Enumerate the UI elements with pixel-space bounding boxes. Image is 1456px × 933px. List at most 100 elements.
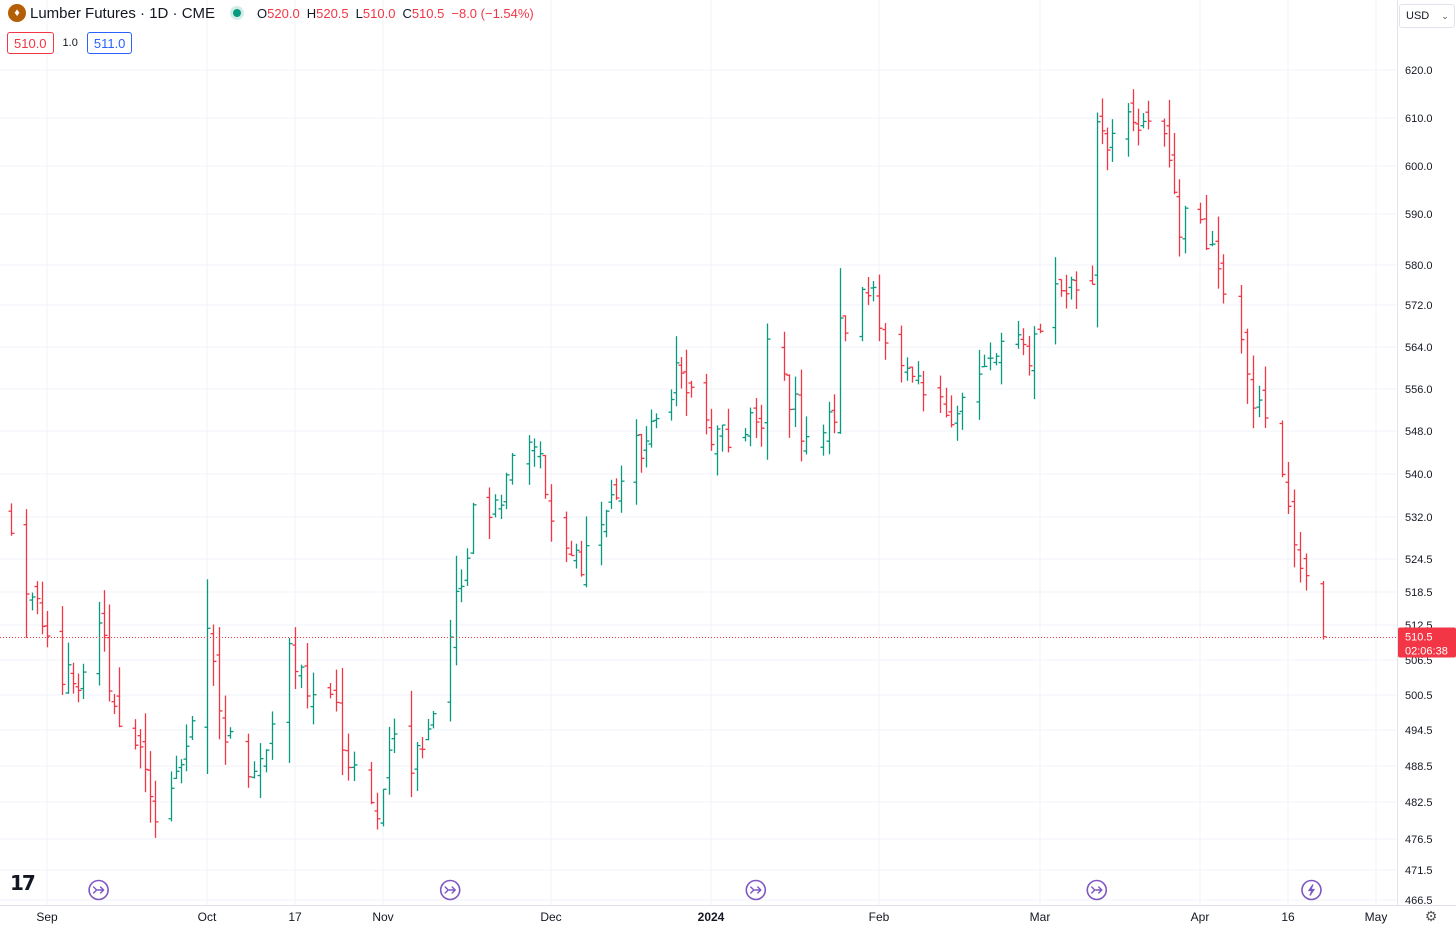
ohlc-bar bbox=[386, 726, 393, 795]
ohlc-bar bbox=[1182, 205, 1189, 254]
ohlc-bar bbox=[1145, 100, 1152, 130]
market-status-icon[interactable] bbox=[233, 9, 242, 17]
ohlc-bar bbox=[345, 733, 352, 781]
ohlc-bar bbox=[1020, 328, 1027, 356]
price-tick-label: 548.0 bbox=[1405, 426, 1433, 438]
ohlc-bar bbox=[563, 511, 570, 563]
ohlc-bar bbox=[583, 516, 590, 588]
time-tick-label: Oct bbox=[198, 910, 217, 924]
ohlc-bar bbox=[333, 669, 340, 712]
ohlc-bar bbox=[132, 719, 139, 750]
sell-button[interactable]: 510.0 bbox=[7, 32, 54, 54]
ohlc-bar bbox=[998, 332, 1005, 385]
ohlc-bar bbox=[1015, 320, 1022, 349]
price-tick-label: 564.0 bbox=[1405, 342, 1433, 354]
dividend-event-icon[interactable] bbox=[745, 879, 767, 901]
lightning-glyph bbox=[1307, 884, 1316, 896]
ohlc-bar bbox=[414, 741, 421, 791]
ohlc-bar bbox=[464, 548, 471, 586]
price-tick-label: 556.0 bbox=[1405, 384, 1433, 396]
symbol-legend[interactable]: ♦ Lumber Futures · 1D · CME O520.0 H520.… bbox=[8, 4, 534, 22]
ohlc-bar bbox=[531, 438, 538, 467]
ohlc-bar bbox=[904, 357, 911, 381]
lightning-event-icon[interactable] bbox=[1301, 879, 1322, 901]
ohlc-bar bbox=[798, 369, 805, 462]
ohlc-bar bbox=[870, 281, 877, 302]
time-tick-label: 17 bbox=[288, 910, 302, 924]
open-value: 520.0 bbox=[267, 5, 300, 21]
ohlc-bar bbox=[498, 494, 505, 519]
ohlc-bar bbox=[648, 409, 655, 448]
ohlc-bar bbox=[142, 713, 149, 793]
ohlc-bar bbox=[1203, 195, 1210, 251]
ohlc-bar bbox=[826, 401, 833, 455]
time-tick-label: May bbox=[1365, 910, 1388, 924]
ohlc-bar bbox=[368, 761, 375, 805]
dividend-event-icon[interactable] bbox=[1086, 879, 1108, 901]
ohlc-bar bbox=[1209, 230, 1216, 247]
time-tick-label: Mar bbox=[1030, 910, 1051, 924]
ohlc-bar bbox=[96, 601, 103, 686]
ohlc-bar bbox=[758, 404, 765, 447]
last-price-value: 510.5 bbox=[1405, 632, 1433, 644]
ohlc-bar bbox=[742, 428, 749, 442]
ohlc-bar bbox=[714, 425, 721, 476]
dividend-event-icon[interactable] bbox=[88, 879, 109, 901]
time-tick-label: Feb bbox=[869, 910, 890, 924]
ohlc-bar bbox=[747, 407, 754, 447]
ohlc-bar bbox=[1109, 119, 1116, 162]
ohlc-bar bbox=[1285, 461, 1292, 514]
gear-icon[interactable]: ⚙ bbox=[1424, 907, 1438, 924]
ohlc-bar bbox=[1063, 274, 1070, 309]
chart-title: Lumber Futures · 1D · CME bbox=[30, 4, 216, 22]
ohlc-bar bbox=[1303, 553, 1310, 591]
ohlc-bar bbox=[781, 331, 788, 381]
ohlc-values: O520.0 H520.5 L510.0 C510.5 −8.0 (−1.54%… bbox=[257, 6, 534, 21]
ohlc-bar bbox=[920, 370, 927, 412]
ohlc-bar bbox=[803, 416, 810, 455]
ohlc-bar bbox=[1238, 285, 1245, 354]
ohlc-bar bbox=[719, 424, 726, 452]
ohlc-bar bbox=[618, 465, 625, 513]
ohlc-bar bbox=[948, 395, 955, 428]
ohlc-bar bbox=[458, 569, 465, 603]
ohlc-bar bbox=[447, 619, 454, 722]
ohlc-bar bbox=[1068, 276, 1075, 300]
ohlc-bar bbox=[882, 323, 889, 360]
ohlc-bar bbox=[486, 487, 493, 540]
ohlc-bar bbox=[327, 682, 334, 699]
ohlc-bar bbox=[578, 540, 585, 577]
arrows-glyph bbox=[92, 886, 105, 894]
buy-button[interactable]: 511.0 bbox=[86, 32, 133, 54]
ohlc-bar bbox=[976, 349, 983, 420]
ohlc-bar bbox=[1279, 420, 1286, 478]
ohlc-bar bbox=[374, 792, 381, 830]
ohlc-bar bbox=[703, 373, 710, 435]
ohlc-bar bbox=[116, 667, 123, 728]
ohlc-bar bbox=[44, 611, 51, 648]
ohlc-bar bbox=[987, 342, 994, 371]
ohlc-bar bbox=[430, 711, 437, 729]
ohlc-bar bbox=[269, 711, 276, 760]
ohlc-bar bbox=[633, 419, 640, 505]
ohlc-bar bbox=[29, 592, 36, 611]
ohlc-bar bbox=[1058, 278, 1065, 297]
currency-selector[interactable]: USD ⌄ bbox=[1399, 4, 1455, 28]
ohlc-bar bbox=[673, 336, 680, 407]
price-tick-label: 524.5 bbox=[1405, 554, 1433, 566]
ohlc-bar bbox=[678, 357, 685, 389]
ohlc-bar bbox=[147, 751, 154, 823]
arrows-glyph bbox=[750, 886, 762, 894]
ohlc-bar bbox=[981, 354, 988, 368]
tradingview-logo[interactable]: 17 bbox=[10, 871, 36, 895]
ohlc-bar bbox=[643, 426, 650, 468]
countdown-timer: 02:06:38 bbox=[1405, 646, 1448, 658]
ohlc-bar bbox=[298, 664, 305, 689]
ohlc-bar bbox=[137, 729, 144, 769]
ohlc-bar bbox=[876, 274, 883, 342]
high-label: H bbox=[306, 5, 317, 21]
price-tick-label: 466.5 bbox=[1405, 895, 1433, 907]
dividend-event-icon[interactable] bbox=[439, 879, 461, 901]
